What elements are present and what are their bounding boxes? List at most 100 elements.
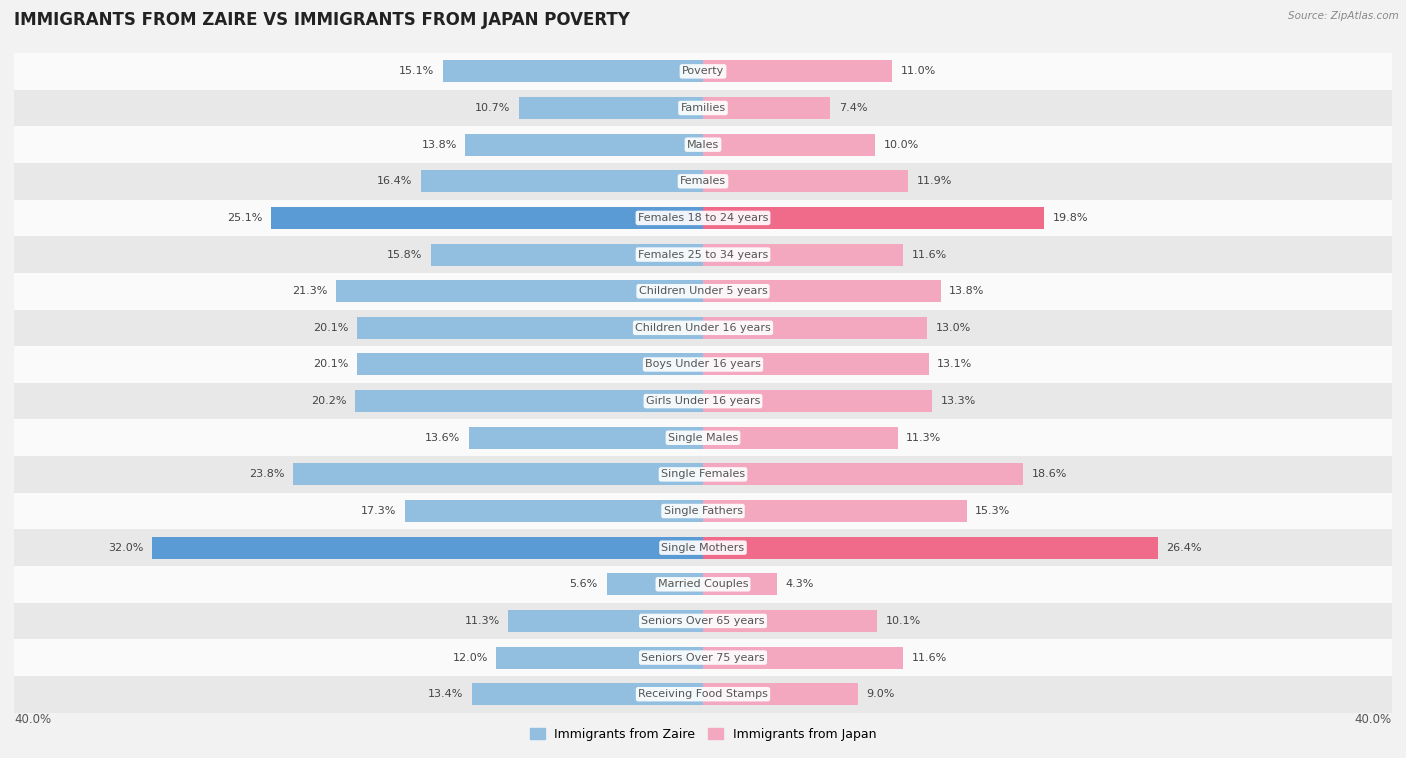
Bar — [519, 97, 703, 119]
Bar — [356, 390, 703, 412]
Bar — [468, 427, 703, 449]
Bar — [14, 639, 1392, 676]
Bar — [14, 236, 1392, 273]
Bar — [703, 171, 908, 193]
Text: 13.8%: 13.8% — [949, 287, 984, 296]
Text: Girls Under 16 years: Girls Under 16 years — [645, 396, 761, 406]
Text: 25.1%: 25.1% — [226, 213, 262, 223]
Bar — [14, 493, 1392, 529]
Text: 11.3%: 11.3% — [907, 433, 942, 443]
Legend: Immigrants from Zaire, Immigrants from Japan: Immigrants from Zaire, Immigrants from J… — [524, 723, 882, 746]
Bar — [703, 61, 893, 83]
Text: 20.2%: 20.2% — [311, 396, 346, 406]
Text: 21.3%: 21.3% — [292, 287, 328, 296]
Text: 10.0%: 10.0% — [884, 139, 920, 149]
Bar — [472, 683, 703, 705]
Text: 13.4%: 13.4% — [429, 689, 464, 699]
Text: Single Fathers: Single Fathers — [664, 506, 742, 516]
Bar — [606, 573, 703, 595]
Bar — [14, 603, 1392, 639]
Text: Seniors Over 75 years: Seniors Over 75 years — [641, 653, 765, 662]
Bar — [703, 280, 941, 302]
Text: 20.1%: 20.1% — [312, 323, 349, 333]
Bar — [14, 566, 1392, 603]
Bar — [14, 383, 1392, 419]
Text: Families: Families — [681, 103, 725, 113]
Bar — [703, 97, 831, 119]
Bar — [14, 163, 1392, 199]
Text: Married Couples: Married Couples — [658, 579, 748, 589]
Text: 11.0%: 11.0% — [901, 67, 936, 77]
Text: 40.0%: 40.0% — [1355, 713, 1392, 725]
Bar — [703, 683, 858, 705]
Text: 13.3%: 13.3% — [941, 396, 976, 406]
Text: 23.8%: 23.8% — [249, 469, 284, 479]
Text: 11.6%: 11.6% — [911, 249, 946, 259]
Text: 40.0%: 40.0% — [14, 713, 51, 725]
Text: 15.3%: 15.3% — [976, 506, 1011, 516]
Bar — [703, 207, 1045, 229]
Text: Single Males: Single Males — [668, 433, 738, 443]
Text: Seniors Over 65 years: Seniors Over 65 years — [641, 616, 765, 626]
Text: 32.0%: 32.0% — [108, 543, 143, 553]
Text: Females 18 to 24 years: Females 18 to 24 years — [638, 213, 768, 223]
Text: 5.6%: 5.6% — [569, 579, 598, 589]
Text: 11.9%: 11.9% — [917, 177, 952, 186]
Text: 7.4%: 7.4% — [839, 103, 868, 113]
Text: Children Under 5 years: Children Under 5 years — [638, 287, 768, 296]
Bar — [14, 346, 1392, 383]
Bar — [703, 317, 927, 339]
Bar — [14, 53, 1392, 89]
Text: Females: Females — [681, 177, 725, 186]
Bar — [430, 243, 703, 265]
Text: 18.6%: 18.6% — [1032, 469, 1067, 479]
Bar — [14, 127, 1392, 163]
Text: 13.8%: 13.8% — [422, 139, 457, 149]
Text: IMMIGRANTS FROM ZAIRE VS IMMIGRANTS FROM JAPAN POVERTY: IMMIGRANTS FROM ZAIRE VS IMMIGRANTS FROM… — [14, 11, 630, 30]
Bar — [703, 243, 903, 265]
Bar — [271, 207, 703, 229]
Bar — [703, 573, 778, 595]
Bar — [703, 537, 1157, 559]
Text: Males: Males — [688, 139, 718, 149]
Bar — [14, 273, 1392, 309]
Bar — [152, 537, 703, 559]
Bar — [703, 647, 903, 669]
Bar — [509, 610, 703, 632]
Bar — [14, 456, 1392, 493]
Bar — [496, 647, 703, 669]
Bar — [14, 419, 1392, 456]
Bar — [703, 427, 897, 449]
Bar — [14, 199, 1392, 236]
Text: Source: ZipAtlas.com: Source: ZipAtlas.com — [1288, 11, 1399, 21]
Text: Boys Under 16 years: Boys Under 16 years — [645, 359, 761, 369]
Text: Single Females: Single Females — [661, 469, 745, 479]
Text: Children Under 16 years: Children Under 16 years — [636, 323, 770, 333]
Bar — [703, 133, 875, 155]
Text: 10.1%: 10.1% — [886, 616, 921, 626]
Text: 17.3%: 17.3% — [361, 506, 396, 516]
Bar — [14, 309, 1392, 346]
Bar — [703, 390, 932, 412]
Text: 26.4%: 26.4% — [1167, 543, 1202, 553]
Bar — [14, 529, 1392, 566]
Bar — [703, 353, 928, 375]
Text: Receiving Food Stamps: Receiving Food Stamps — [638, 689, 768, 699]
Text: 9.0%: 9.0% — [866, 689, 896, 699]
Text: 16.4%: 16.4% — [377, 177, 412, 186]
Bar — [703, 463, 1024, 485]
Text: 19.8%: 19.8% — [1053, 213, 1088, 223]
Text: 15.1%: 15.1% — [399, 67, 434, 77]
Text: 11.6%: 11.6% — [911, 653, 946, 662]
Bar — [14, 676, 1392, 713]
Bar — [292, 463, 703, 485]
Text: 13.1%: 13.1% — [938, 359, 973, 369]
Text: 11.3%: 11.3% — [464, 616, 499, 626]
Bar — [357, 353, 703, 375]
Text: 12.0%: 12.0% — [453, 653, 488, 662]
Text: Single Mothers: Single Mothers — [661, 543, 745, 553]
Bar — [357, 317, 703, 339]
Text: 13.6%: 13.6% — [425, 433, 460, 443]
Text: 10.7%: 10.7% — [475, 103, 510, 113]
Bar — [443, 61, 703, 83]
